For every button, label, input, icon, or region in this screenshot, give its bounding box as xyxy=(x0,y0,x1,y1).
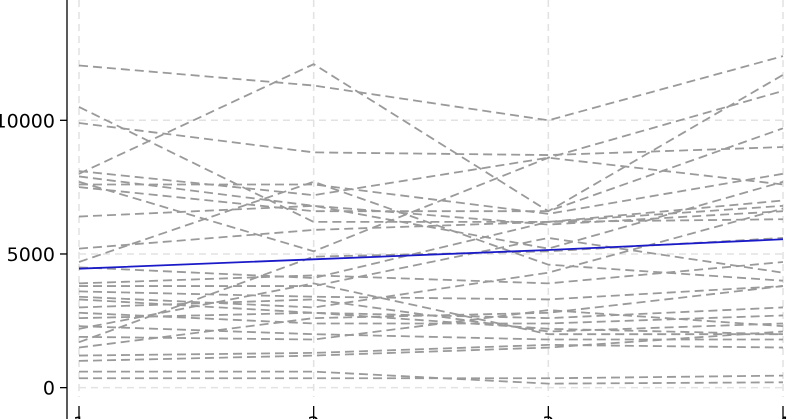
x-tick-label: 1 xyxy=(73,413,85,419)
series-line-22 xyxy=(78,309,784,341)
series-line-16 xyxy=(78,285,784,301)
mean-line-layer xyxy=(78,238,784,270)
series-line-9 xyxy=(78,127,784,213)
series-line-12 xyxy=(78,180,784,282)
series-line-2 xyxy=(78,106,784,223)
individual-series-lines xyxy=(78,55,784,385)
series-line-24 xyxy=(78,343,784,357)
series-line-15 xyxy=(79,237,784,287)
series-line-21 xyxy=(78,282,783,336)
series-line-7 xyxy=(78,90,784,253)
series-line-4 xyxy=(78,63,784,213)
series-line-20 xyxy=(78,325,783,341)
series-line-6 xyxy=(78,175,784,226)
series-line-28 xyxy=(79,370,784,385)
y-tick-label: 0 xyxy=(43,378,55,400)
series-line-3 xyxy=(78,122,784,156)
series-line-1 xyxy=(78,55,784,122)
series-line-25 xyxy=(78,330,784,362)
x-tick-label: 4 xyxy=(777,413,789,419)
series-line-13 xyxy=(78,199,784,279)
series-line-14 xyxy=(78,261,784,285)
series-line-17 xyxy=(78,207,784,309)
y-tick-label: 10000 xyxy=(0,110,55,132)
series-line-23 xyxy=(78,285,784,349)
x-tick-label: 2 xyxy=(308,413,320,419)
series-line-11 xyxy=(78,218,784,250)
series-line-5 xyxy=(78,156,784,197)
x-tick-label: 3 xyxy=(542,413,554,419)
series-line-10 xyxy=(78,180,784,250)
tick-labels: 0 5000 10000 1 2 3 4 xyxy=(0,110,789,419)
series-line-8 xyxy=(79,172,784,215)
series-line-30 xyxy=(78,311,784,325)
mean-line xyxy=(78,238,784,270)
series-line-26 xyxy=(78,311,784,336)
y-tick-label: 5000 xyxy=(7,244,55,266)
